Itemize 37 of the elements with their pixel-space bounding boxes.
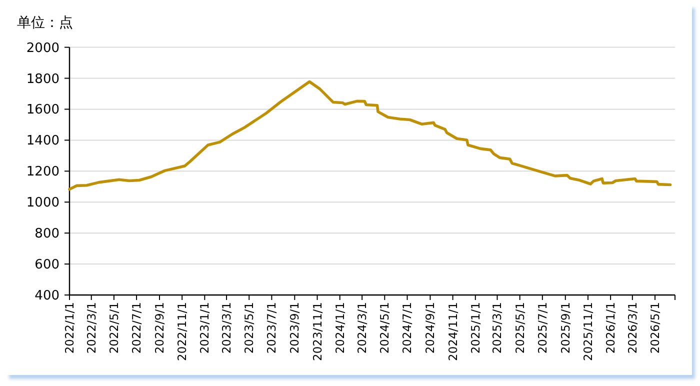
- x-tick-label: 2025/7/1: [535, 302, 550, 354]
- x-tick-label: 2022/5/1: [106, 302, 121, 354]
- y-tick-label: 1600: [26, 102, 60, 118]
- y-axis-title: 单位：点: [17, 15, 73, 31]
- x-tick-label: 2025/3/1: [490, 302, 504, 354]
- x-tick-label: 2024/5/1: [378, 302, 392, 354]
- y-tick-label: 800: [34, 226, 60, 242]
- y-tick-label: 1400: [26, 134, 60, 149]
- x-tick-label: 2026/3/1: [625, 302, 640, 354]
- x-tick-label: 2022/9/1: [152, 302, 166, 354]
- x-tick-label: 2022/3/1: [84, 302, 98, 354]
- x-tick-label: 2025/11/1: [580, 302, 595, 361]
- x-tick-label: 2023/1/1: [198, 302, 212, 354]
- y-tick-label: 400: [34, 288, 60, 304]
- x-tick-label: 2024/7/1: [400, 302, 414, 354]
- x-tick-label: 2024/3/1: [355, 302, 370, 354]
- x-tick-label: 2023/3/1: [220, 302, 234, 354]
- x-tick-label: 2022/1/1: [62, 302, 76, 354]
- x-tick-label: 2023/11/1: [310, 302, 324, 361]
- x-tick-label: 2022/7/1: [130, 302, 144, 354]
- x-tick-label: 2025/9/1: [558, 302, 572, 354]
- x-tick-label: 2022/11/1: [175, 302, 190, 361]
- x-tick-label: 2023/5/1: [242, 302, 256, 354]
- x-tick-label: 2025/5/1: [512, 302, 527, 354]
- y-tick-label: 1000: [26, 196, 60, 211]
- x-tick-label: 2024/9/1: [423, 302, 438, 354]
- x-tick-label: 2024/11/1: [446, 302, 460, 361]
- y-tick-label: 1800: [26, 72, 60, 87]
- x-tick-label: 2023/7/1: [264, 302, 279, 354]
- y-tick-label: 1200: [26, 164, 60, 180]
- y-tick-label: 2000: [26, 40, 60, 56]
- x-tick-label: 2025/1/1: [468, 302, 482, 354]
- y-tick-label: 600: [34, 258, 60, 273]
- x-tick-label: 2023/9/1: [288, 302, 302, 354]
- x-tick-label: 2026/5/1: [648, 302, 662, 354]
- x-tick-label: 2024/1/1: [332, 302, 347, 354]
- x-tick-label: 2026/1/1: [604, 302, 618, 354]
